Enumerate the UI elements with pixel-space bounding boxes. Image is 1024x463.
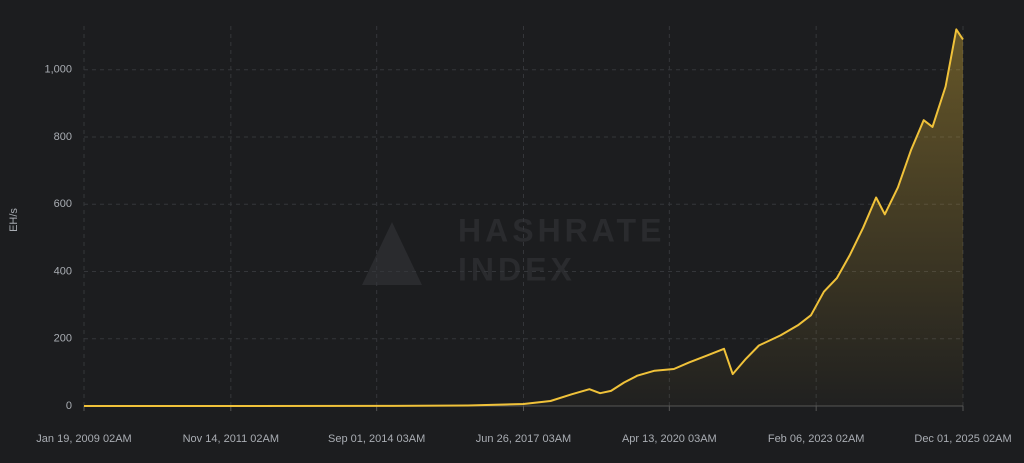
y-tick-label: 1,000	[44, 64, 72, 76]
x-tick-label: Jan 19, 2009 02AM	[36, 433, 131, 445]
line	[84, 28, 964, 407]
y-axis-title: EH/s	[8, 208, 20, 232]
area	[84, 29, 963, 407]
y-tick-label: 200	[54, 333, 72, 345]
y-tick-label: 600	[54, 198, 72, 210]
x-tick-label: Dec 01, 2025 02AM	[914, 433, 1011, 445]
watermark-logo	[362, 222, 422, 285]
x-tick-label: Feb 06, 2023 02AM	[768, 433, 865, 445]
y-tick-label: 400	[54, 265, 72, 277]
watermark: INDEX	[458, 251, 576, 287]
x-tick-label: Nov 14, 2011 02AM	[183, 433, 279, 445]
x-tick-label: Jun 26, 2017 03AM	[476, 433, 571, 445]
x-tick-label: Apr 13, 2020 03AM	[622, 433, 717, 445]
x-tick-label: Sep 01, 2014 03AM	[328, 433, 425, 445]
y-tick-label: 800	[54, 131, 72, 143]
watermark: HASHRATE	[458, 212, 665, 248]
y-tick-label: 0	[66, 400, 72, 412]
